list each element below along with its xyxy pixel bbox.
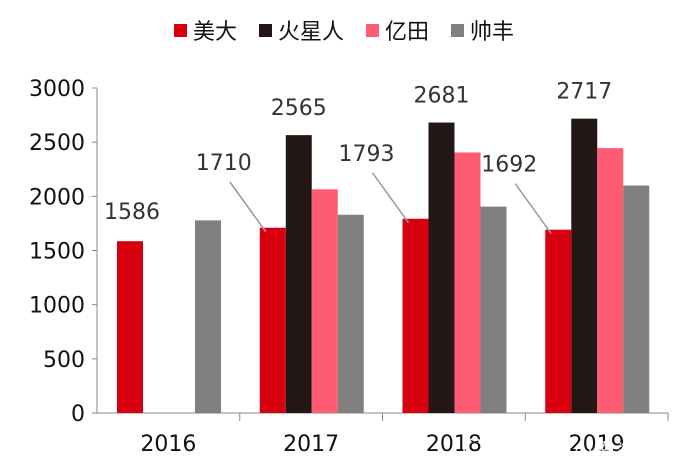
watermark: 雪球：小小投资罐子 [463, 434, 678, 463]
bar-帅丰-2018 [480, 206, 507, 413]
y-tick-label: 3000 [29, 77, 85, 102]
bar-火星人-2019 [571, 118, 598, 414]
x-tick-label: 2019 [569, 432, 625, 457]
data-label: 2565 [271, 96, 327, 121]
legend-label: 帅丰 [470, 20, 515, 45]
data-label: 1586 [104, 200, 160, 225]
y-tick-label: 0 [71, 402, 85, 427]
data-label: 1692 [481, 153, 537, 178]
legend-label: 美大 [192, 20, 237, 45]
bar-火星人-2018 [428, 122, 455, 413]
bar-亿田-2019 [597, 148, 624, 413]
chart-legend: 美大 火星人 亿田 帅丰 [0, 14, 688, 46]
data-label: 1710 [196, 151, 252, 176]
y-tick-label: 500 [43, 348, 85, 373]
bar-美大-2018 [402, 218, 429, 413]
bar-亿田-2017 [311, 189, 338, 413]
bar-美大-2019 [545, 229, 572, 413]
y-tick-label: 2500 [29, 131, 85, 156]
legend-label: 亿田 [385, 20, 430, 45]
data-label-leader [229, 181, 267, 233]
data-label: 1793 [339, 142, 395, 167]
bar-美大-2016 [117, 241, 143, 413]
legend-item-yitian: 亿田 [366, 14, 429, 46]
legend-item-meida: 美大 [173, 14, 237, 46]
legend-item-shuaifeng: 帅丰 [451, 14, 514, 46]
legend-label: 火星人 [277, 20, 344, 45]
bar-帅丰-2019 [623, 185, 650, 413]
bar-亿田-2018 [454, 152, 481, 414]
bar-帅丰-2016 [195, 220, 221, 413]
bar-火星人-2017 [285, 135, 312, 413]
data-label: 2681 [414, 84, 470, 109]
legend-swatch [173, 23, 187, 37]
legend-swatch [451, 23, 465, 37]
y-tick-label: 1500 [29, 240, 85, 265]
bar-美大-2017 [259, 227, 286, 413]
y-tick-label: 1000 [29, 294, 85, 319]
x-tick-label: 2016 [140, 432, 196, 457]
data-label: 2717 [556, 80, 612, 105]
legend-swatch [366, 23, 379, 37]
bar-帅丰-2017 [337, 214, 364, 413]
data-label-leader [371, 172, 410, 224]
legend-swatch [258, 23, 272, 37]
watermark-text: 雪球：小小投资罐子 [489, 438, 678, 462]
snowball-logo-icon [463, 438, 485, 460]
legend-item-huoxingren: 火星人 [258, 14, 344, 46]
data-label-leader [514, 183, 552, 235]
y-tick-label: 2000 [29, 185, 85, 210]
x-tick-label: 2017 [283, 432, 339, 457]
